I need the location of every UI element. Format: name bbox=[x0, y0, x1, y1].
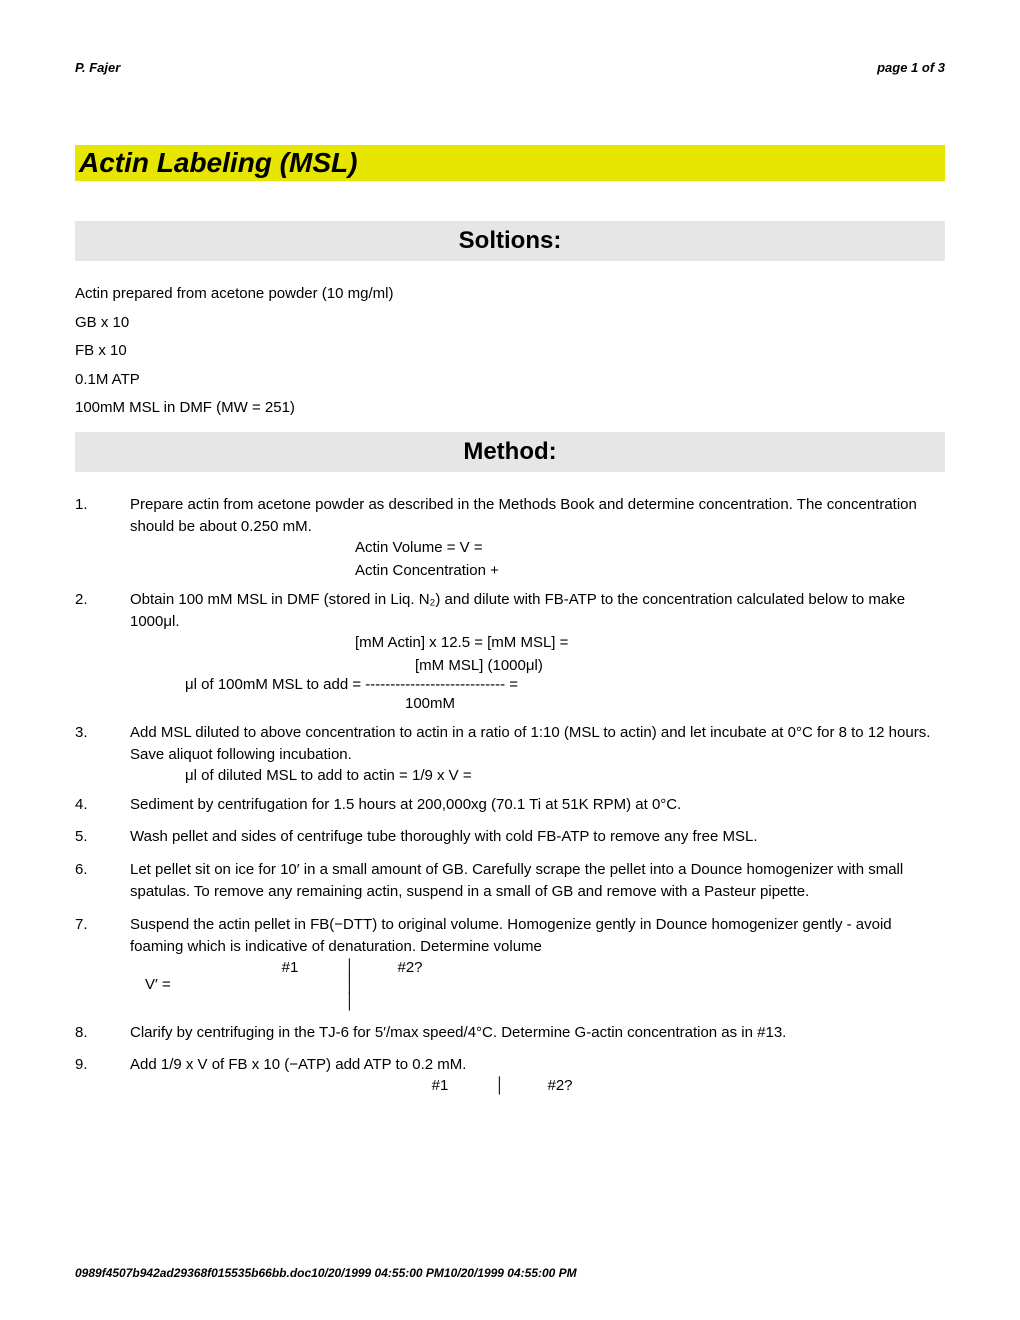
solutions-line: Actin prepared from acetone powder (10 m… bbox=[75, 283, 945, 306]
method-step-5: 5. Wash pellet and sides of centrifuge t… bbox=[75, 826, 945, 849]
solutions-line: FB x 10 bbox=[75, 340, 945, 363]
method-step-2: 2. Obtain 100 mM MSL in DMF (stored in L… bbox=[75, 589, 945, 634]
method-step-3: 3. Add MSL diluted to above concentratio… bbox=[75, 722, 945, 767]
header-author: P. Fajer bbox=[75, 60, 120, 75]
step-text: Clarify by centrifuging in the TJ-6 for … bbox=[130, 1022, 945, 1045]
volume-table-7: #1 │ #2? V′ = │ │ bbox=[75, 959, 945, 1010]
step-number: 9. bbox=[75, 1054, 130, 1077]
step-number: 1. bbox=[75, 494, 130, 539]
step-text: Prepare actin from acetone powder as des… bbox=[130, 494, 945, 539]
equation-line: μl of 100mM MSL to add = ---------------… bbox=[75, 676, 945, 693]
section-method-heading: Method: bbox=[75, 432, 945, 472]
table-separator: │ bbox=[335, 993, 365, 1010]
step-text: Let pellet sit on ice for 10′ in a small… bbox=[130, 859, 945, 904]
method-step-4: 4. Sediment by centrifugation for 1.5 ho… bbox=[75, 794, 945, 817]
doc-title: Actin Labeling (MSL) bbox=[75, 145, 945, 181]
table-separator: │ bbox=[485, 1077, 515, 1094]
method-step-1: 1. Prepare actin from acetone powder as … bbox=[75, 494, 945, 539]
page: P. Fajer page 1 of 3 Actin Labeling (MSL… bbox=[0, 0, 1020, 1320]
vol-col-header: #2? bbox=[515, 1077, 605, 1094]
page-footer: 0989f4507b942ad29368f015535b66bb.doc10/2… bbox=[75, 1266, 577, 1280]
step-text: Sediment by centrifugation for 1.5 hours… bbox=[130, 794, 945, 817]
step-number: 6. bbox=[75, 859, 130, 904]
equation-line: 100mM bbox=[75, 695, 945, 712]
step-number: 5. bbox=[75, 826, 130, 849]
equation-line: Actin Volume = V = bbox=[75, 539, 945, 556]
equation-line: Actin Concentration + bbox=[75, 562, 945, 579]
volume-table-9: #1 │ #2? bbox=[75, 1077, 945, 1094]
solutions-line: 0.1M ATP bbox=[75, 369, 945, 392]
method-step-7: 7. Suspend the actin pellet in FB(−DTT) … bbox=[75, 914, 945, 959]
step-text: Suspend the actin pellet in FB(−DTT) to … bbox=[130, 914, 945, 959]
page-header: P. Fajer page 1 of 3 bbox=[75, 60, 945, 75]
step-number: 2. bbox=[75, 589, 130, 634]
method-step-9: 9. Add 1/9 x V of FB x 10 (−ATP) add ATP… bbox=[75, 1054, 945, 1077]
method-step-8: 8. Clarify by centrifuging in the TJ-6 f… bbox=[75, 1022, 945, 1045]
step-number: 8. bbox=[75, 1022, 130, 1045]
step-number: 4. bbox=[75, 794, 130, 817]
step-text: Wash pellet and sides of centrifuge tube… bbox=[130, 826, 945, 849]
table-separator: │ bbox=[335, 976, 365, 993]
step-text: Obtain 100 mM MSL in DMF (stored in Liq.… bbox=[130, 589, 945, 634]
step-number: 3. bbox=[75, 722, 130, 767]
vol-row-label: V′ = bbox=[145, 976, 245, 993]
table-separator: │ bbox=[335, 959, 365, 976]
section-solutions-heading: Soltions: bbox=[75, 221, 945, 261]
step-text: Add 1/9 x V of FB x 10 (−ATP) add ATP to… bbox=[130, 1054, 945, 1077]
vol-col-header: #1 bbox=[395, 1077, 485, 1094]
solutions-line: GB x 10 bbox=[75, 312, 945, 335]
equation-line: [mM MSL] (1000μl) bbox=[75, 657, 945, 674]
equation-line: [mM Actin] x 12.5 = [mM MSL] = bbox=[75, 634, 945, 651]
header-pagenum: page 1 of 3 bbox=[877, 60, 945, 75]
vol-col-header: #1 bbox=[245, 959, 335, 976]
solutions-line: 100mM MSL in DMF (MW = 251) bbox=[75, 397, 945, 420]
vol-col-header: #2? bbox=[365, 959, 455, 976]
step-text: Add MSL diluted to above concentration t… bbox=[130, 722, 945, 767]
equation-line: μl of diluted MSL to add to actin = 1/9 … bbox=[75, 767, 945, 784]
step-number: 7. bbox=[75, 914, 130, 959]
method-step-6: 6. Let pellet sit on ice for 10′ in a sm… bbox=[75, 859, 945, 904]
